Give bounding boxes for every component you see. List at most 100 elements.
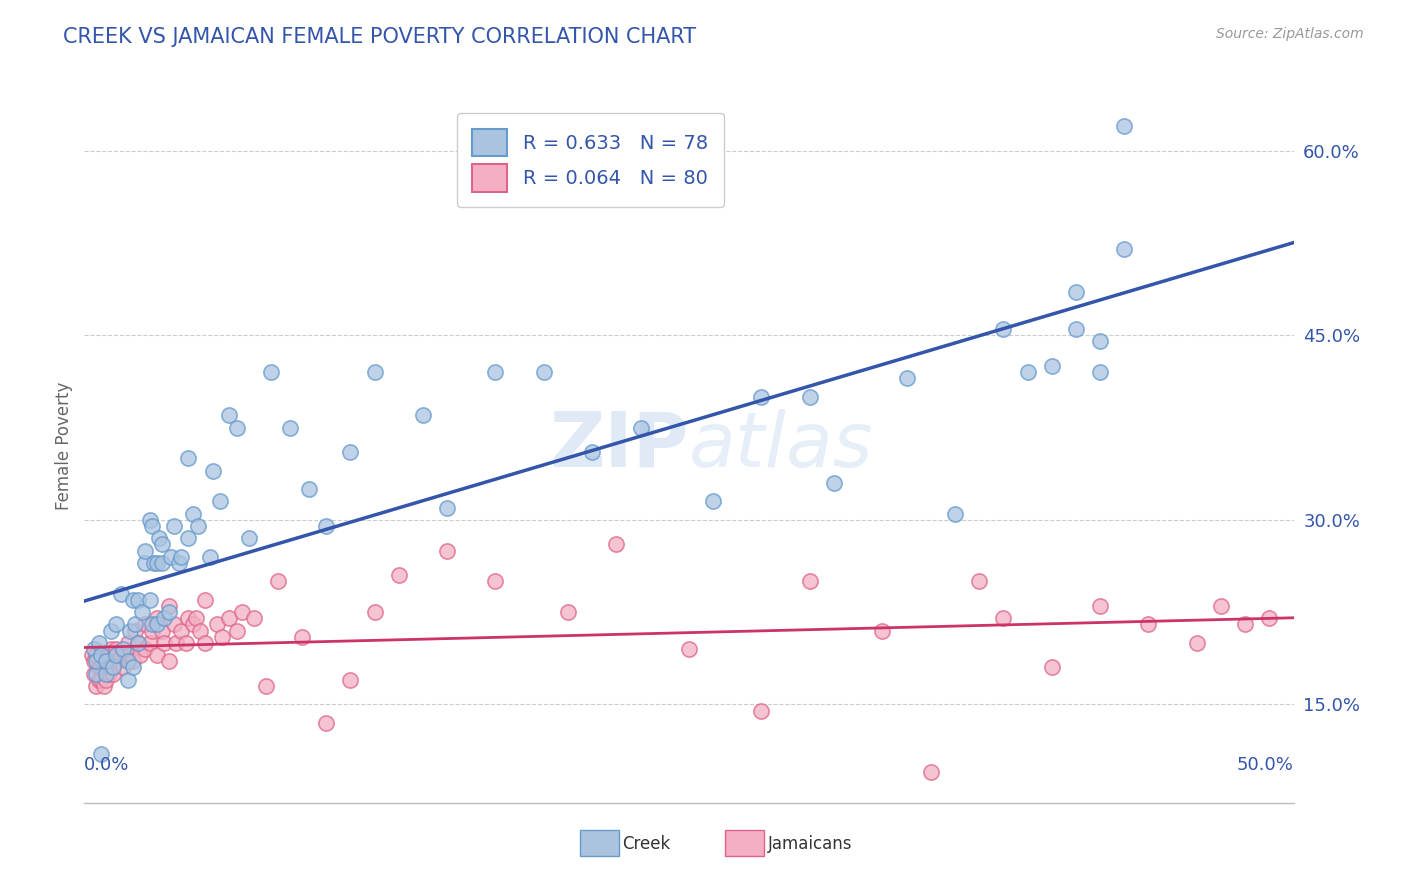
Point: [90, 648, 112, 662]
Point: [97, 648, 120, 662]
Point: [117, 636, 139, 650]
Point: [177, 451, 200, 466]
Point: [177, 611, 200, 625]
Point: [291, 630, 314, 644]
Point: [218, 611, 240, 625]
Point: [993, 611, 1015, 625]
Point: [1088, 599, 1111, 613]
Y-axis label: Female Poverty: Female Poverty: [55, 382, 73, 510]
Point: [103, 660, 125, 674]
Point: [1088, 365, 1111, 379]
Point: [1064, 285, 1087, 300]
Point: [141, 624, 163, 638]
Point: [87, 673, 110, 687]
Point: [993, 322, 1015, 336]
Point: [86, 654, 108, 668]
Point: [678, 642, 700, 657]
Point: [208, 494, 231, 508]
Point: [90, 747, 112, 761]
Point: [170, 624, 193, 638]
Point: [104, 648, 127, 662]
Point: [146, 611, 169, 625]
Point: [148, 531, 170, 545]
Point: [581, 445, 603, 459]
Text: atlas: atlas: [689, 409, 873, 483]
Point: [134, 543, 156, 558]
Point: [702, 494, 724, 508]
Point: [484, 574, 506, 589]
Point: [1064, 322, 1087, 336]
Point: [242, 611, 264, 625]
Legend: R = 0.633   N = 78, R = 0.064   N = 80: R = 0.633 N = 78, R = 0.064 N = 80: [457, 113, 724, 207]
Point: [943, 507, 966, 521]
Point: [141, 617, 163, 632]
Point: [138, 592, 160, 607]
Point: [218, 409, 240, 423]
Point: [121, 660, 143, 674]
Point: [484, 365, 506, 379]
Point: [267, 574, 290, 589]
Point: [184, 611, 207, 625]
Point: [207, 617, 229, 632]
Point: [799, 574, 821, 589]
Point: [134, 556, 156, 570]
Point: [298, 482, 321, 496]
Point: [254, 679, 277, 693]
Point: [751, 390, 773, 404]
Point: [103, 666, 125, 681]
Point: [124, 624, 146, 638]
Point: [100, 624, 122, 638]
Point: [90, 660, 112, 674]
Point: [896, 371, 918, 385]
Point: [557, 605, 579, 619]
Point: [174, 636, 197, 650]
Point: [138, 513, 160, 527]
Point: [127, 636, 149, 650]
Text: 0.0%: 0.0%: [84, 756, 129, 774]
Point: [134, 642, 156, 657]
Point: [86, 666, 108, 681]
Point: [94, 673, 117, 687]
Point: [87, 636, 110, 650]
Point: [194, 592, 217, 607]
Point: [110, 648, 132, 662]
Point: [278, 420, 301, 434]
Point: [1258, 611, 1281, 625]
Text: 50.0%: 50.0%: [1237, 756, 1294, 774]
Point: [94, 654, 117, 668]
Point: [872, 624, 894, 638]
Point: [198, 549, 221, 564]
Text: Source: ZipAtlas.com: Source: ZipAtlas.com: [1216, 27, 1364, 41]
Point: [157, 599, 180, 613]
Point: [127, 592, 149, 607]
Point: [100, 642, 122, 657]
Point: [146, 556, 169, 570]
Point: [107, 654, 129, 668]
Point: [412, 409, 434, 423]
Point: [1209, 599, 1232, 613]
Point: [823, 475, 845, 490]
Point: [1088, 334, 1111, 349]
Point: [187, 519, 209, 533]
Point: [121, 592, 143, 607]
Point: [201, 464, 224, 478]
Point: [436, 500, 458, 515]
Point: [94, 654, 117, 668]
Point: [104, 617, 127, 632]
Point: [1234, 617, 1257, 632]
Point: [157, 605, 180, 619]
Text: Creek: Creek: [623, 835, 671, 853]
Text: Jamaicans: Jamaicans: [768, 835, 852, 853]
Point: [80, 648, 103, 662]
Point: [86, 679, 108, 693]
Point: [194, 636, 217, 650]
Point: [967, 574, 990, 589]
Point: [190, 624, 212, 638]
Point: [238, 531, 260, 545]
Point: [121, 654, 143, 668]
Text: ZIP: ZIP: [550, 409, 689, 483]
Point: [259, 365, 281, 379]
Point: [1137, 617, 1160, 632]
Point: [153, 636, 176, 650]
Point: [129, 648, 152, 662]
